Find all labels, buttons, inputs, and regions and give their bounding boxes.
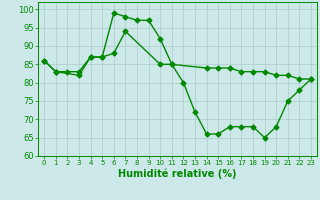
X-axis label: Humidité relative (%): Humidité relative (%) <box>118 169 237 179</box>
